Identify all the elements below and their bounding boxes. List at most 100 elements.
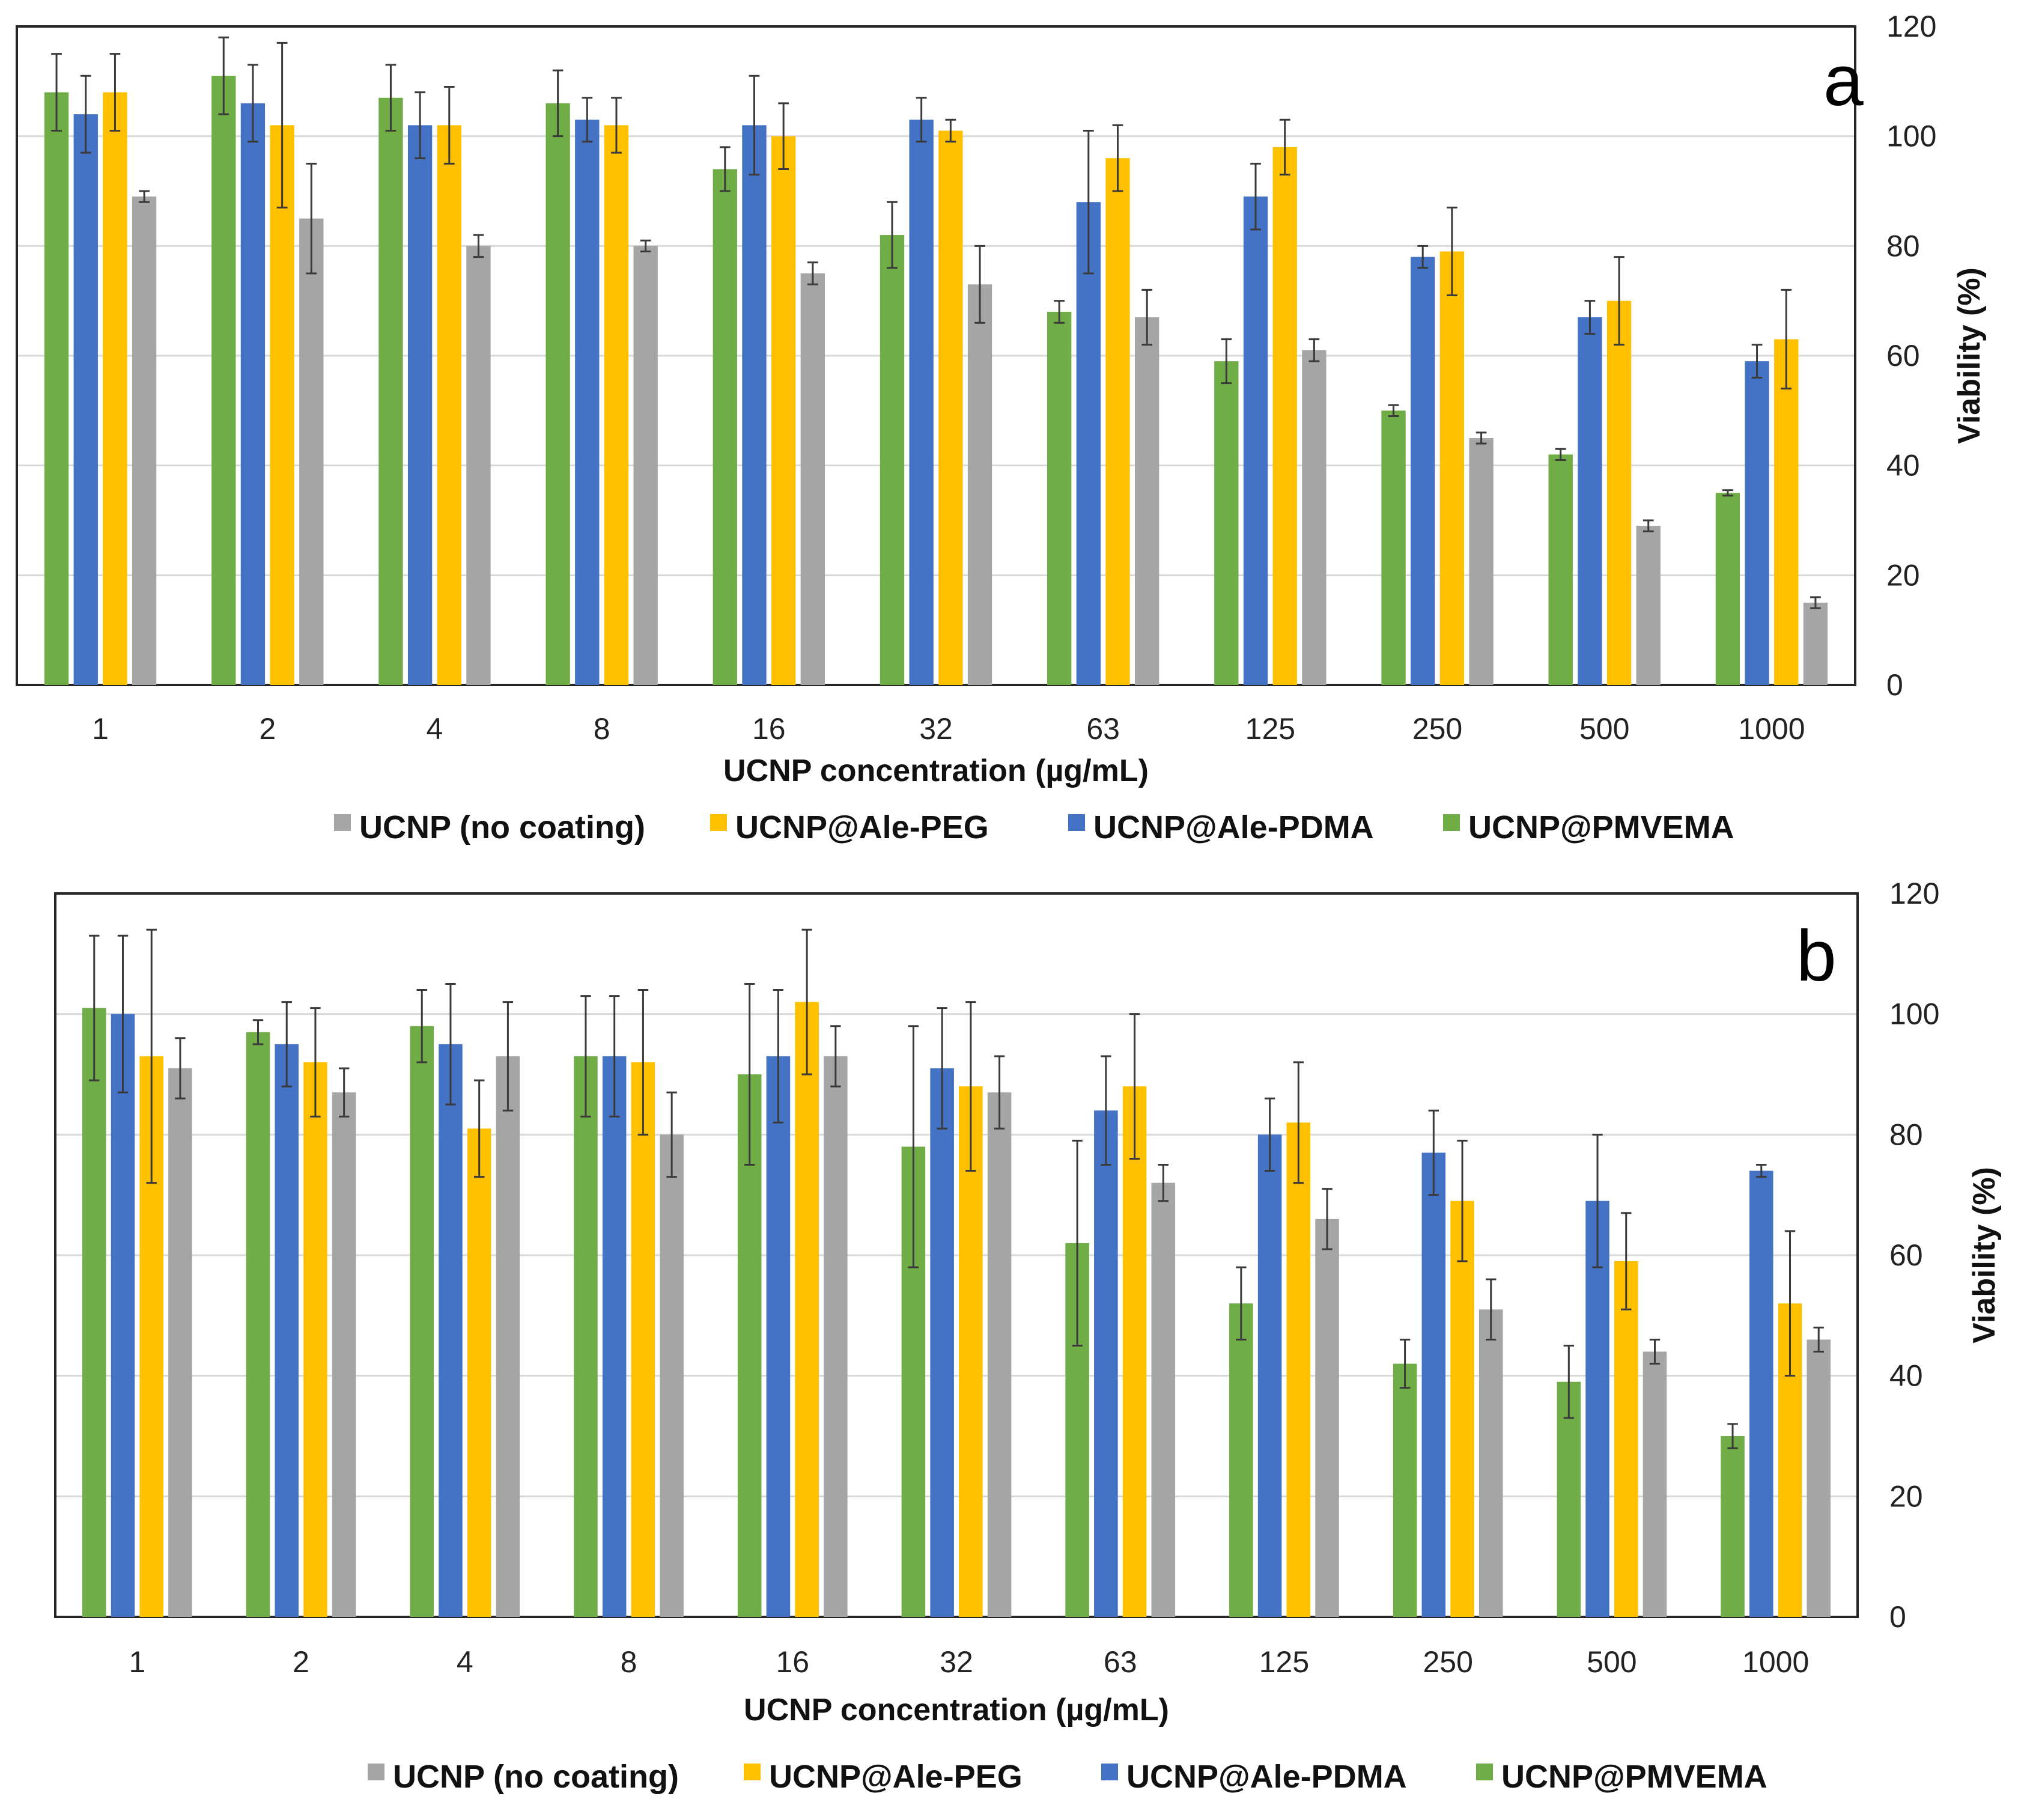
bar	[938, 130, 963, 686]
bar	[1585, 1201, 1609, 1617]
x-category-label: 8	[594, 712, 610, 746]
bar	[1643, 1351, 1667, 1617]
bar	[1135, 317, 1159, 685]
bar	[240, 103, 266, 685]
bar	[574, 1056, 598, 1617]
bar	[1548, 454, 1573, 685]
bar	[275, 1044, 299, 1617]
bar	[1614, 1261, 1638, 1617]
x-category-label: 2	[293, 1645, 309, 1679]
x-category-label: 2	[259, 712, 276, 746]
bar	[545, 103, 570, 685]
chart-panel-a: 0 20 40 60 80 100 120 1 2 4 8 16 32 63 125 250 500 1000 a U…	[16, 10, 1987, 845]
bar	[660, 1134, 684, 1617]
bar	[1286, 1122, 1311, 1617]
x-category-label: 1000	[1742, 1645, 1809, 1679]
bar	[633, 246, 658, 685]
y-tick-label: 40	[1886, 449, 1920, 482]
legend: UCNP (no coating) UCNP@Ale-PEG UCNP@Ale-PD…	[368, 1759, 1767, 1795]
x-category-label: 1000	[1738, 712, 1805, 746]
legend-swatch	[334, 814, 351, 831]
bar	[1803, 603, 1828, 685]
bar	[602, 1056, 627, 1617]
bar	[1302, 350, 1327, 685]
bar	[987, 1092, 1012, 1617]
x-axis-title: UCNP concentration (µg/mL)	[723, 753, 1149, 788]
bar	[467, 1128, 491, 1617]
legend-label: UCNP@Ale-PEG	[769, 1759, 1023, 1795]
legend-swatch	[1101, 1764, 1118, 1780]
bar	[439, 1044, 463, 1617]
y-tick-label: 40	[1889, 1359, 1923, 1393]
bar	[742, 125, 767, 685]
bar	[378, 97, 403, 685]
bar	[1272, 147, 1297, 685]
bar	[270, 125, 294, 685]
bar	[1105, 158, 1130, 685]
x-category-label: 500	[1587, 1645, 1636, 1679]
legend-swatch	[710, 814, 727, 831]
bar	[1439, 251, 1465, 685]
bar	[246, 1032, 270, 1617]
bar	[967, 284, 992, 685]
bar	[1479, 1309, 1503, 1617]
legend-swatch	[1068, 814, 1085, 831]
bar	[410, 1026, 434, 1617]
legend-swatch	[1476, 1764, 1493, 1780]
legend-swatch	[744, 1764, 761, 1780]
bar	[407, 125, 433, 685]
legend-label: UCNP (no coating)	[359, 809, 645, 845]
bar	[1421, 1152, 1446, 1617]
y-axis-title: Viability (%)	[1967, 1167, 2002, 1344]
bar	[299, 218, 324, 686]
bar	[824, 1056, 848, 1617]
chart-panel-b: 0 20 40 60 80 100 120 1 2 4 8 16 32 63 125 250 500 1000 b U…	[54, 877, 2002, 1795]
y-tick-label: 0	[1889, 1600, 1906, 1634]
x-category-label: 125	[1245, 712, 1295, 746]
bar	[1745, 361, 1769, 685]
bar	[1315, 1219, 1339, 1617]
x-category-label: 4	[427, 712, 443, 746]
y-tick-label: 120	[1889, 877, 1939, 910]
bar	[1214, 361, 1239, 685]
legend: UCNP (no coating) UCNP@Ale-PEG UCNP@Ale-PD…	[334, 809, 1734, 845]
x-axis-title: UCNP concentration (µg/mL)	[744, 1693, 1169, 1727]
bar	[795, 1002, 819, 1617]
x-category-label: 250	[1412, 712, 1462, 746]
bar	[575, 120, 600, 685]
bar	[1469, 438, 1494, 685]
x-category-label: 4	[457, 1645, 473, 1679]
x-category-label: 32	[919, 712, 953, 746]
bar	[44, 92, 69, 686]
y-tick-label: 0	[1886, 668, 1903, 702]
bar	[1122, 1086, 1147, 1617]
bar	[1393, 1363, 1417, 1617]
plot-area-frame	[16, 25, 1856, 686]
y-tick-label: 80	[1889, 1118, 1923, 1151]
x-category-label: 125	[1259, 1645, 1309, 1679]
bar	[1151, 1182, 1176, 1617]
legend-label: UCNP@Ale-PEG	[735, 809, 989, 845]
y-axis-title: Viability (%)	[1952, 267, 1987, 444]
legend-swatch	[368, 1764, 384, 1780]
bar	[111, 1014, 135, 1617]
bar	[713, 169, 737, 685]
bar	[1578, 317, 1602, 685]
y-tick-label: 60	[1886, 339, 1920, 373]
bar	[1774, 339, 1799, 685]
bar	[103, 92, 127, 686]
bar	[332, 1092, 356, 1617]
bar	[604, 125, 629, 685]
y-tick-label: 120	[1886, 10, 1936, 43]
legend-label: UCNP@PMVEMA	[1501, 1759, 1767, 1795]
legend-label: UCNP (no coating)	[393, 1759, 679, 1795]
bar	[1721, 1436, 1745, 1617]
bar	[437, 125, 461, 685]
bar	[1411, 257, 1435, 686]
panel-letter: a	[1823, 40, 1864, 121]
bar	[1094, 1110, 1118, 1617]
bar	[466, 246, 491, 685]
x-category-label: 16	[752, 712, 786, 746]
